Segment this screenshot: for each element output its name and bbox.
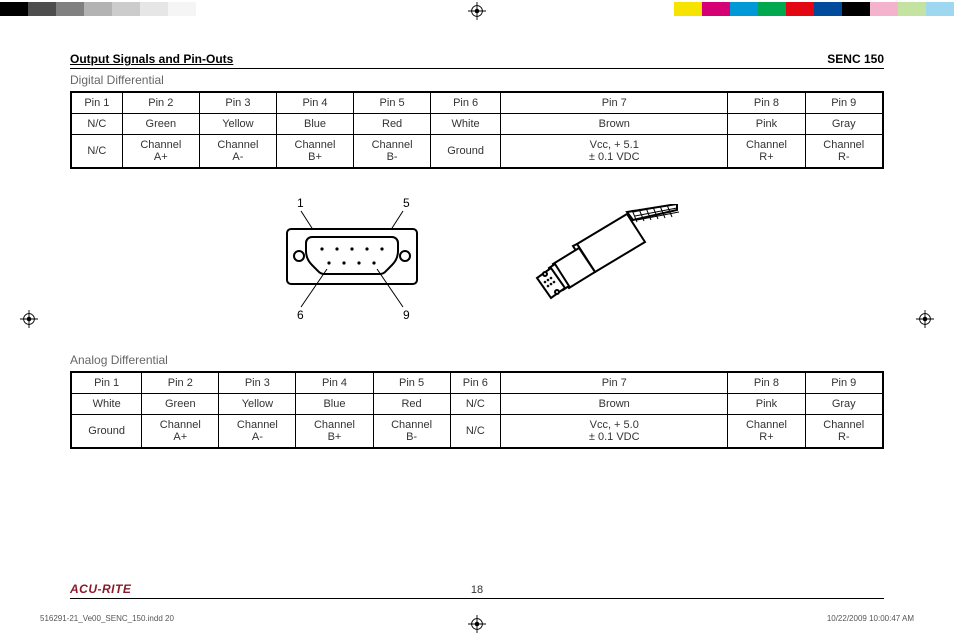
table-cell: ChannelB+: [296, 415, 373, 449]
svg-text:5: 5: [403, 196, 410, 210]
table-cell: Pin 4: [296, 372, 373, 394]
table-cell: Ground: [431, 135, 501, 169]
table-cell: ChannelR-: [805, 135, 883, 169]
svg-text:9: 9: [403, 308, 410, 322]
color-swatch: [786, 2, 814, 16]
color-swatch: [84, 2, 112, 16]
color-swatch: [56, 2, 84, 16]
brand-logo: ACU-RITE: [70, 582, 131, 596]
color-swatch: [898, 2, 926, 16]
table-cell: N/C: [450, 394, 500, 415]
table-cell: Pin 2: [142, 372, 219, 394]
color-swatch: [112, 2, 140, 16]
table-cell: Yellow: [199, 114, 276, 135]
color-swatch: [814, 2, 842, 16]
table-cell: Pin 6: [431, 92, 501, 114]
page-footer: ACU-RITE 18: [70, 582, 884, 599]
cable-connector-icon: [517, 204, 687, 314]
digital-differential-table: Pin 1Pin 2Pin 3Pin 4Pin 5Pin 6Pin 7Pin 8…: [70, 91, 884, 169]
connector-diagrams: 1 5 6 9: [70, 189, 884, 329]
table-cell: N/C: [71, 135, 122, 169]
table-cell: White: [431, 114, 501, 135]
table-cell: Ground: [71, 415, 142, 449]
table-cell: Pin 5: [373, 372, 450, 394]
table-cell: Red: [373, 394, 450, 415]
table-cell: Vcc, + 5.0± 0.1 VDC: [501, 415, 728, 449]
table-cell: Pin 7: [501, 92, 728, 114]
table-cell: Green: [122, 114, 199, 135]
table-cell: ChannelR+: [728, 135, 805, 169]
model-label: SENC 150: [827, 52, 884, 66]
color-swatch: [702, 2, 730, 16]
section-title-analog: Analog Differential: [70, 353, 884, 367]
color-swatch: [0, 2, 28, 16]
table-cell: Pin 2: [122, 92, 199, 114]
table-cell: Pin 5: [354, 92, 431, 114]
table-cell: ChannelB-: [373, 415, 450, 449]
color-swatch: [926, 2, 954, 16]
page-number: 18: [471, 584, 483, 596]
table-cell: ChannelA-: [199, 135, 276, 169]
registration-mark-icon: [20, 310, 38, 328]
color-swatch: [758, 2, 786, 16]
table-cell: Brown: [501, 114, 728, 135]
db9-connector-icon: 1 5 6 9: [267, 189, 437, 329]
table-cell: Pin 3: [199, 92, 276, 114]
imprint-line: 516291-21_Ve00_SENC_150.indd 20 10/22/20…: [40, 614, 914, 623]
color-swatch: [842, 2, 870, 16]
table-cell: Pin 6: [450, 372, 500, 394]
table-cell: Green: [142, 394, 219, 415]
svg-text:1: 1: [297, 196, 304, 210]
table-cell: Gray: [805, 394, 883, 415]
table-cell: Red: [354, 114, 431, 135]
color-swatch: [730, 2, 758, 16]
table-cell: Pin 8: [728, 92, 805, 114]
table-cell: Vcc, + 5.1± 0.1 VDC: [501, 135, 728, 169]
table-cell: Pin 9: [805, 92, 883, 114]
table-cell: Pin 8: [728, 372, 805, 394]
color-swatch: [870, 2, 898, 16]
table-cell: Pin 1: [71, 92, 122, 114]
color-calibration-bar: [0, 2, 954, 16]
table-cell: Pin 9: [805, 372, 883, 394]
table-cell: ChannelR+: [728, 415, 805, 449]
color-swatch: [674, 2, 702, 16]
color-swatch: [28, 2, 56, 16]
table-cell: ChannelA+: [142, 415, 219, 449]
table-cell: Pin 7: [501, 372, 728, 394]
table-cell: Pin 4: [276, 92, 353, 114]
page-header: Output Signals and Pin-Outs SENC 150: [70, 52, 884, 69]
table-cell: Brown: [501, 394, 728, 415]
table-cell: Blue: [276, 114, 353, 135]
section-title-digital: Digital Differential: [70, 73, 884, 87]
table-cell: ChannelB-: [354, 135, 431, 169]
table-cell: Blue: [296, 394, 373, 415]
table-cell: Gray: [805, 114, 883, 135]
table-cell: Pink: [728, 394, 805, 415]
svg-text:6: 6: [297, 308, 304, 322]
imprint-datetime: 10/22/2009 10:00:47 AM: [827, 614, 914, 623]
table-cell: ChannelR-: [805, 415, 883, 449]
color-swatch: [168, 2, 196, 16]
analog-differential-table: Pin 1Pin 2Pin 3Pin 4Pin 5Pin 6Pin 7Pin 8…: [70, 371, 884, 449]
registration-mark-icon: [916, 310, 934, 328]
table-cell: N/C: [71, 114, 122, 135]
table-cell: Pink: [728, 114, 805, 135]
table-cell: White: [71, 394, 142, 415]
color-swatch: [140, 2, 168, 16]
imprint-file: 516291-21_Ve00_SENC_150.indd 20: [40, 614, 174, 623]
table-cell: ChannelA-: [219, 415, 296, 449]
table-cell: ChannelA+: [122, 135, 199, 169]
table-cell: N/C: [450, 415, 500, 449]
table-cell: Yellow: [219, 394, 296, 415]
table-cell: ChannelB+: [276, 135, 353, 169]
table-cell: Pin 3: [219, 372, 296, 394]
page-title: Output Signals and Pin-Outs: [70, 52, 233, 66]
table-cell: Pin 1: [71, 372, 142, 394]
